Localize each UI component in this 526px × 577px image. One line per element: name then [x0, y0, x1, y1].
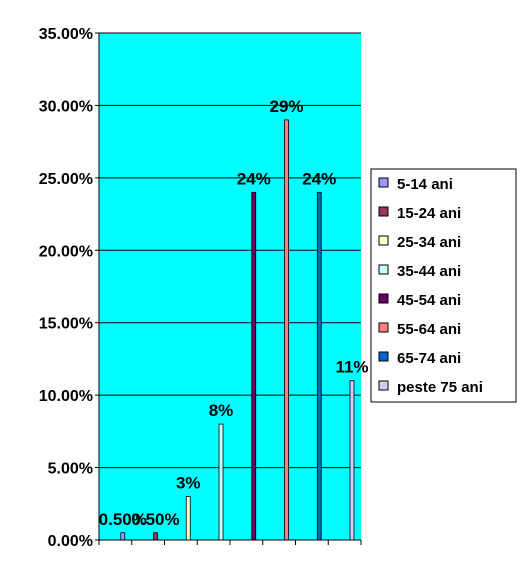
data-label: 29%	[269, 97, 303, 116]
legend-swatch	[378, 235, 389, 246]
data-label: 0.50%	[131, 510, 179, 529]
legend-swatch	[378, 322, 389, 333]
y-tick-label: 0.00%	[48, 533, 93, 550]
bar-4	[218, 423, 224, 541]
legend-label: 65-74 ani	[397, 350, 461, 367]
data-label: 24%	[237, 169, 271, 188]
legend-swatch	[378, 380, 389, 391]
legend-label: 55-64 ani	[397, 321, 461, 338]
y-tick-label: 35.00%	[39, 26, 93, 43]
bar-5	[251, 191, 257, 541]
bar-7	[316, 191, 322, 541]
gridlines	[99, 32, 361, 469]
legend-label: 15-24 ani	[397, 205, 461, 222]
y-tick-label: 30.00%	[39, 98, 93, 115]
x-tick-marks	[98, 540, 362, 545]
legend-swatch	[378, 264, 389, 275]
y-tick-label: 10.00%	[39, 388, 93, 405]
legend-swatch	[378, 177, 389, 188]
y-tick-label: 20.00%	[39, 243, 93, 260]
data-label: 3%	[176, 474, 201, 493]
data-label: 24%	[302, 169, 336, 188]
legend-swatch	[378, 351, 389, 362]
legend-box	[370, 168, 517, 403]
data-label: 8%	[209, 401, 234, 420]
y-tick-label: 25.00%	[39, 171, 93, 188]
legend-label: 35-44 ani	[397, 263, 461, 280]
bar-3	[185, 496, 191, 541]
legend-label: 5-14 ani	[397, 176, 453, 193]
legend-label: 45-54 ani	[397, 292, 461, 309]
y-tick-labels: 0.00% 5.00% 10.00% 15.00% 20.00% 25.00% 30.00%…	[39, 26, 93, 550]
data-labels: 0.50%0.50% 3% 8% 24% 29% 24% 11%	[99, 97, 369, 529]
bar-2	[153, 532, 158, 541]
legend-label: peste 75 ani	[397, 379, 483, 396]
data-label: 0.50%	[99, 510, 147, 529]
legend-swatch	[378, 293, 389, 304]
data-label: 11%	[335, 358, 368, 377]
y-tick-label: 15.00%	[39, 316, 93, 333]
plot-area	[99, 33, 361, 540]
legend-swatch	[378, 206, 389, 217]
legend: 5-14 ani 15-24 ani 25-34 ani 35-44 ani 45-54…	[370, 168, 517, 403]
bar-6	[284, 119, 289, 541]
bar-8	[349, 380, 355, 541]
y-tick-label: 5.00%	[48, 461, 93, 478]
legend-label: 25-34 ani	[397, 234, 461, 251]
bar-1	[120, 532, 126, 541]
